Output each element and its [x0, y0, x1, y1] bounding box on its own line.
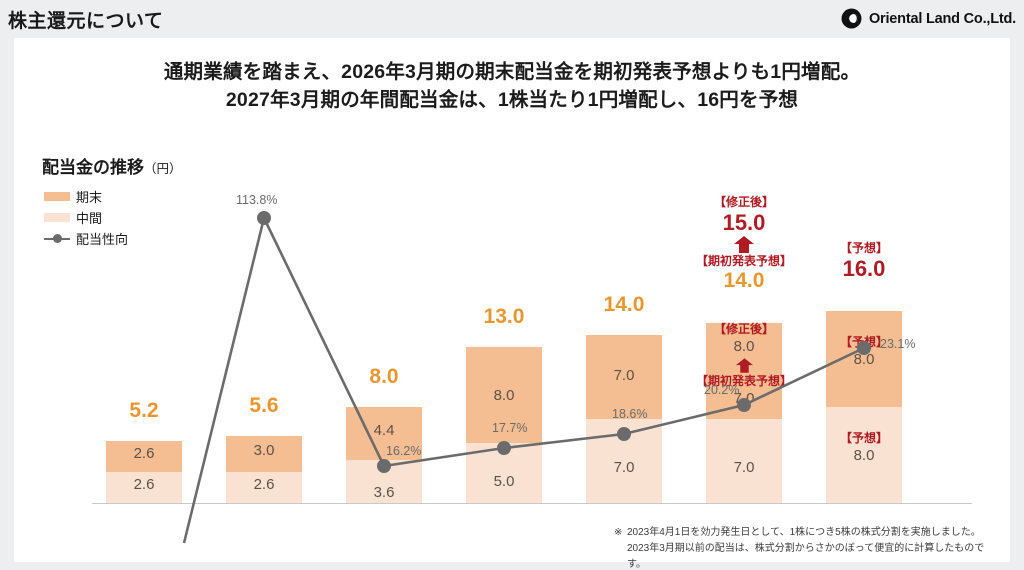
footnote-row-2: 2023年3月期以前の配当は、株式分割からさかのぼって便宜的に計算したものです。 [614, 541, 1000, 570]
bar-value-interim-2021: 2.6 [133, 476, 155, 493]
payout-ratio-label-2026: 20.2% [704, 383, 740, 397]
footnotes: ※ 2023年4月1日を効力発生日として、1株につき5株の株式分割を実施しました… [614, 525, 1000, 570]
bar-value-interim-2022: 2.6 [253, 476, 275, 493]
legend-label-payout-ratio: 配当性向 [76, 232, 129, 247]
annotation-mid-revised-tag-2026: 【修正後】 [713, 322, 774, 336]
legend-label-interim: 中間 [76, 211, 103, 226]
payout-ratio-label-2023: 16.2% [386, 444, 422, 458]
logo-text: Oriental Land Co.,Ltd. [868, 10, 1016, 27]
bar-segment-interim-2027: 【予想】 8.0 [826, 407, 902, 503]
arrow-up-icon [734, 236, 754, 254]
bar-segment-interim-2025: 7.0 [586, 419, 662, 503]
lead-line-2: 2027年3月期の年間配当金は、1株当たり1円増配し、16円を予想 [225, 89, 799, 112]
company-logo: Oriental Land Co.,Ltd. [841, 8, 1016, 29]
bar-value-interim-2026: 7.0 [733, 459, 755, 476]
bar-segment-year-end-2021: 2.6 [106, 441, 182, 472]
footnote-mark-icon: ※ [614, 527, 623, 538]
bar-segment-interim-2024: 5.0 [466, 443, 542, 503]
bar-total-2025: 14.0 [603, 293, 645, 316]
annotation-total-2027: 【予想】 16.0 [804, 241, 924, 281]
bar-value-year-end-2025: 7.0 [613, 367, 635, 384]
chart-legend: 期末 中間 配当性向 [44, 186, 128, 249]
bar-value-interim-2025: 7.0 [613, 459, 635, 476]
page-title: 株主還元について [8, 11, 164, 32]
annotation-forecast-tag-2027: 【予想】 [839, 241, 888, 255]
legend-label-year-end: 期末 [76, 190, 103, 205]
chart-plot-area: 5.2 2.6 2.6 2021年3月期 5.6 3.0 2.6 2022年3月… [14, 38, 1010, 562]
legend-item-payout-ratio: 配当性向 [44, 228, 128, 249]
chart-heading-main: 配当金の推移 [42, 158, 144, 177]
annotation-lower-forecast-value-2027: 8.0 [853, 447, 875, 464]
bar-value-year-end-2024: 8.0 [493, 387, 515, 404]
payout-ratio-label-2024: 17.7% [492, 421, 528, 435]
annotation-mid-initial-tag-2026: 【期初発表予想】 [695, 373, 792, 388]
bar-column-2022: 5.6 3.0 2.6 2022年3月期 [226, 394, 302, 503]
bar-segment-year-end-2026: 【修正後】 8.0 【期初発表予想】 7.0 [696, 322, 792, 419]
line-point-2022 [257, 211, 271, 225]
bar-segment-interim-2022: 2.6 [226, 472, 302, 503]
bar-segment-interim-2021: 2.6 [106, 472, 182, 503]
chart-heading: 配当金の推移（円） [42, 153, 182, 178]
legend-swatch-year-end-icon [44, 192, 70, 201]
content-card: 通期業績を踏まえ、2026年3月期の期末配当金を期初発表予想よりも1円増配。 2… [14, 38, 1010, 570]
lead-line-1: 通期業績を踏まえ、2026年3月期の期末配当金を期初発表予想よりも1円増配。 [163, 61, 861, 83]
annotation-interim-2027: 【予想】 8.0 [804, 431, 924, 466]
legend-item-interim: 中間 [44, 207, 128, 228]
annotation-initial-tag-2026: 【期初発表予想】 [695, 254, 792, 269]
annotation-year-end-2026: 【修正後】 8.0 【期初発表予想】 7.0 [684, 322, 804, 408]
legend-item-year-end: 期末 [44, 186, 128, 207]
annotation-upper-forecast-value-2027: 8.0 [853, 351, 875, 368]
bar-segment-interim-2023: 3.6 [346, 460, 422, 503]
payout-ratio-label-2025: 18.6% [612, 407, 648, 421]
footnote-text-1: 2023年4月1日を効力発生日として、1株につき5株の株式分割を実施しました。 [627, 527, 981, 538]
arrow-up-icon [735, 357, 753, 373]
slide-header: 株主還元について Oriental Land Co.,Ltd. [0, 0, 1024, 38]
annotation-lower-forecast-tag-2027: 【予想】 [839, 431, 888, 445]
annotation-mid-revised-value-2026: 8.0 [733, 338, 755, 355]
lead-message: 通期業績を踏まえ、2026年3月期の期末配当金を期初発表予想よりも1円増配。 2… [14, 58, 1010, 115]
bar-total-2024: 13.0 [483, 305, 525, 328]
bar-column-2026: 【修正後】 15.0 【期初発表予想】 14.0 【修正後】 8.0 [696, 195, 792, 503]
annotation-forecast-value-2027: 16.0 [842, 256, 886, 281]
bar-segment-year-end-2022: 3.0 [226, 436, 302, 472]
footnote-text-2: 2023年3月期以前の配当は、株式分割からさかのぼって便宜的に計算したものです。 [627, 543, 985, 570]
bar-segment-year-end-2027: 【予想】 8.0 [826, 311, 902, 407]
annotation-revised-tag-2026: 【修正後】 [713, 195, 774, 209]
payout-ratio-label-2022: 113.8% [236, 193, 278, 207]
legend-swatch-interim-icon [44, 213, 70, 222]
annotation-revised-value-2026: 15.0 [722, 210, 766, 235]
bar-column-2021: 5.2 2.6 2.6 2021年3月期 [106, 399, 182, 503]
annotation-mid-initial-value-2026: 7.0 [733, 389, 755, 407]
bar-value-interim-2023: 3.6 [373, 484, 395, 501]
bar-total-2022: 5.6 [249, 394, 279, 417]
chart-heading-unit: （円） [144, 162, 182, 176]
legend-line-marker-icon [44, 233, 70, 243]
bar-value-year-end-2023: 4.4 [373, 422, 395, 439]
footnote-mark-spacer [614, 541, 627, 570]
payout-ratio-label-2027: 23.1% [880, 337, 916, 351]
footnote-row-1: ※ 2023年4月1日を効力発生日として、1株につき5株の株式分割を実施しました… [614, 525, 1000, 541]
bar-segment-interim-2026: 7.0 [706, 419, 782, 503]
annotation-initial-value-2026: 14.0 [723, 269, 765, 293]
bar-total-2021: 5.2 [129, 399, 159, 422]
bar-total-2023: 8.0 [369, 365, 399, 388]
annotation-total-2026: 【修正後】 15.0 【期初発表予想】 14.0 [684, 195, 804, 293]
x-axis-line [92, 503, 972, 504]
bar-value-interim-2024: 5.0 [493, 473, 515, 490]
oriental-land-logo-icon [841, 8, 862, 29]
bar-value-year-end-2021: 2.6 [133, 445, 155, 462]
bar-value-year-end-2022: 3.0 [253, 442, 275, 459]
